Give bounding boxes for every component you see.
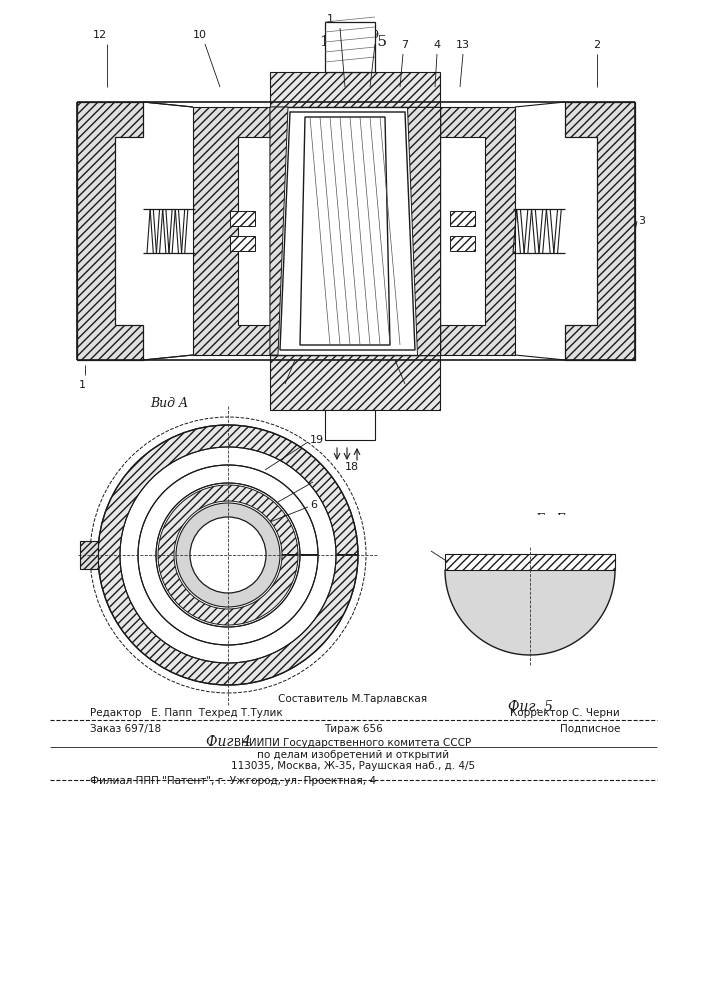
Polygon shape (193, 107, 270, 355)
Polygon shape (230, 236, 255, 251)
Polygon shape (415, 515, 645, 685)
Polygon shape (270, 72, 440, 107)
Polygon shape (440, 107, 515, 355)
Text: 19: 19 (310, 435, 324, 445)
Text: 8: 8 (420, 544, 427, 554)
Text: 12: 12 (93, 30, 107, 40)
Text: Фиг. 5: Фиг. 5 (508, 700, 552, 714)
Text: Редактор   Е. Папп  Техред Т.Тулик: Редактор Е. Папп Техред Т.Тулик (90, 708, 283, 718)
Text: Подписное: Подписное (560, 724, 620, 734)
Text: 18: 18 (345, 462, 359, 472)
Text: по делам изобретений и открытий: по делам изобретений и открытий (257, 750, 449, 760)
Polygon shape (270, 107, 288, 355)
Text: 9: 9 (371, 30, 378, 40)
Polygon shape (77, 102, 143, 360)
Polygon shape (280, 112, 415, 350)
Polygon shape (445, 570, 615, 655)
Text: 10: 10 (193, 30, 207, 40)
Text: Фиг. 3: Фиг. 3 (330, 430, 375, 444)
Text: Филиал ППП "Патент", г. Ужгород, ул. Проектная, 4: Филиал ППП "Патент", г. Ужгород, ул. Про… (90, 776, 376, 786)
Text: 21: 21 (278, 388, 292, 398)
Circle shape (176, 503, 280, 607)
Text: 7: 7 (402, 40, 409, 50)
Polygon shape (80, 541, 98, 569)
Polygon shape (407, 107, 440, 355)
Polygon shape (450, 211, 475, 226)
Polygon shape (138, 465, 318, 645)
Text: 1: 1 (327, 14, 334, 24)
Text: Корректор С. Черни: Корректор С. Черни (510, 708, 620, 718)
Text: 7: 7 (315, 475, 322, 485)
Text: 6: 6 (310, 500, 317, 510)
Text: 2: 2 (593, 40, 600, 50)
Polygon shape (230, 211, 255, 226)
Text: Б - Б: Б - Б (534, 513, 566, 526)
Polygon shape (325, 22, 375, 72)
Polygon shape (270, 107, 440, 355)
Polygon shape (300, 117, 390, 345)
Text: 1212675: 1212675 (319, 35, 387, 49)
Text: Заказ 697/18: Заказ 697/18 (90, 724, 161, 734)
Polygon shape (270, 355, 440, 410)
Circle shape (190, 517, 266, 593)
Polygon shape (325, 410, 375, 440)
Text: Составитель М.Тарлавская: Составитель М.Тарлавская (279, 694, 428, 704)
Text: Тираж 656: Тираж 656 (324, 724, 382, 734)
Text: Фиг. 4: Фиг. 4 (206, 735, 250, 749)
Text: 3: 3 (638, 216, 645, 226)
Text: 4: 4 (433, 40, 440, 50)
Text: Вид A: Вид A (150, 397, 188, 410)
Text: 113035, Москва, Ж-35, Раушская наб., д. 4/5: 113035, Москва, Ж-35, Раушская наб., д. … (231, 761, 475, 771)
Text: 20: 20 (398, 388, 412, 398)
Polygon shape (565, 102, 635, 360)
Text: ВНИИПИ Государственного комитета СССР: ВНИИПИ Государственного комитета СССР (235, 738, 472, 748)
Polygon shape (450, 236, 475, 251)
Polygon shape (98, 425, 358, 685)
Polygon shape (158, 485, 298, 625)
Text: 1: 1 (78, 380, 86, 390)
Text: 13: 13 (456, 40, 470, 50)
Polygon shape (445, 554, 615, 570)
